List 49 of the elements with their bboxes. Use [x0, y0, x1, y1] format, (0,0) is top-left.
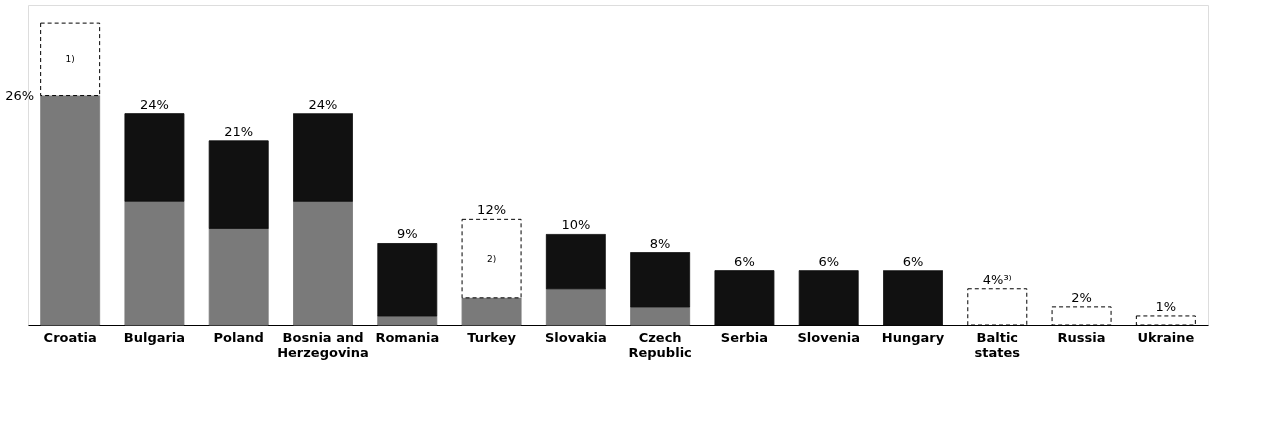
annotation: 24% [308, 96, 338, 112]
bar [293, 200, 353, 326]
annotation: 2% [1071, 289, 1092, 305]
x-tick-label: Slovakia [544, 329, 607, 345]
annotation: 6% [734, 253, 755, 269]
bar [208, 227, 269, 326]
annotation: 12% [477, 202, 507, 218]
annotation: 26% [5, 87, 35, 103]
x-tick-label: Bosnia and Herzegovina [277, 329, 369, 360]
annotation: 6% [902, 253, 924, 269]
annotation: 2) [486, 253, 497, 264]
bar [883, 270, 943, 326]
annotation: 24% [139, 96, 169, 112]
bar [377, 242, 438, 317]
x-tick-label: Serbia [720, 329, 768, 345]
annotation: 4%³⁾ [982, 271, 1012, 287]
bar [40, 95, 101, 326]
bar [545, 288, 606, 326]
x-tick-label: Croatia [43, 329, 97, 345]
bar [630, 306, 691, 326]
bar [798, 270, 859, 326]
annotation: 21% [224, 123, 254, 139]
bar [714, 270, 775, 326]
bar [40, 22, 101, 97]
bar [630, 252, 691, 308]
bar [208, 140, 269, 229]
x-tick-label: Bulgaria [123, 329, 186, 345]
bar [124, 200, 185, 326]
x-tick-label: Poland [213, 329, 264, 345]
x-tick-label: Slovenia [797, 329, 860, 345]
annotation: 10% [561, 217, 591, 233]
annotation: 6% [818, 253, 840, 269]
x-tick-label: Romania [375, 329, 440, 345]
x-tick-label: Hungary [881, 329, 945, 345]
annotation: 8% [649, 235, 671, 251]
bar [293, 113, 353, 202]
x-tick-label: Turkey [467, 329, 517, 345]
annotation: 9% [396, 226, 418, 242]
annotation: 1% [1155, 298, 1177, 314]
x-tick-label: Russia [1057, 329, 1106, 345]
x-tick-label: Ukraine [1137, 329, 1195, 345]
x-tick-label: Czech Republic [628, 329, 692, 360]
bar [461, 297, 522, 326]
bar [461, 218, 522, 299]
x-tick-label: Baltic states [974, 329, 1021, 360]
bar [377, 315, 438, 326]
annotation: 1) [65, 54, 75, 65]
bar [124, 113, 185, 202]
bar [545, 233, 606, 290]
